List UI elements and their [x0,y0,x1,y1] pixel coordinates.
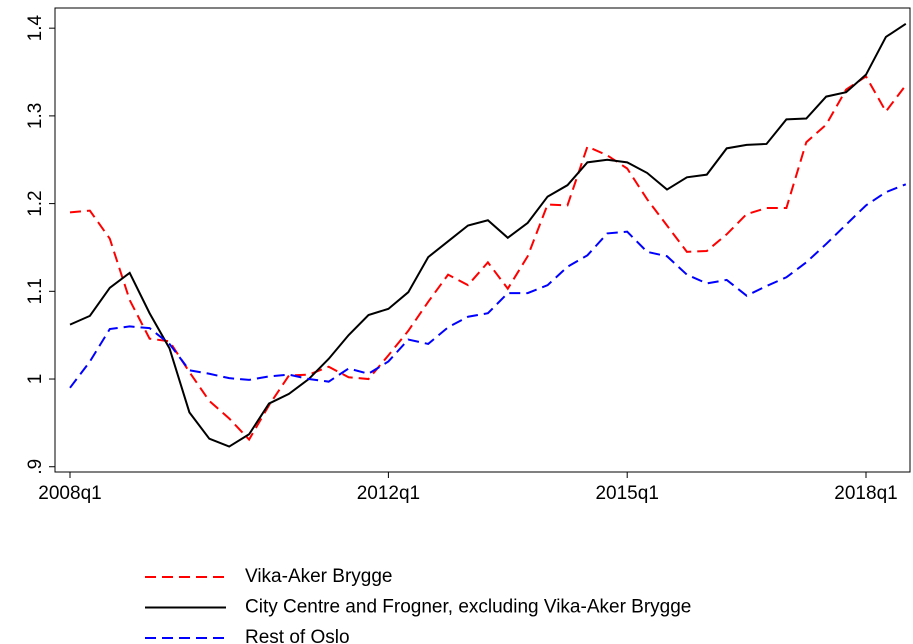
legend-label: Vika-Aker Brygge [245,566,393,587]
x-tick-label: 2008q1 [38,483,101,504]
line-series [69,22,907,448]
x-tick-label: 2015q1 [595,483,658,504]
plot-frame [54,7,911,473]
y-tick-label: 1.4 [25,15,46,42]
x-tick-label: 2018q1 [834,483,897,504]
y-tick-label: 1.1 [25,278,46,304]
y-tick-label: 1.3 [25,103,46,129]
y-tick-label: .9 [25,459,46,475]
y-tick-label: 1.2 [25,190,46,216]
legend-label: City Centre and Frogner, excluding Vika-… [245,597,691,618]
x-tick-label: 2012q1 [357,483,420,504]
line-series [69,183,907,389]
y-tick-label: 1 [25,374,46,385]
line-series [69,74,907,442]
legend-label: Rest of Oslo [245,627,350,644]
